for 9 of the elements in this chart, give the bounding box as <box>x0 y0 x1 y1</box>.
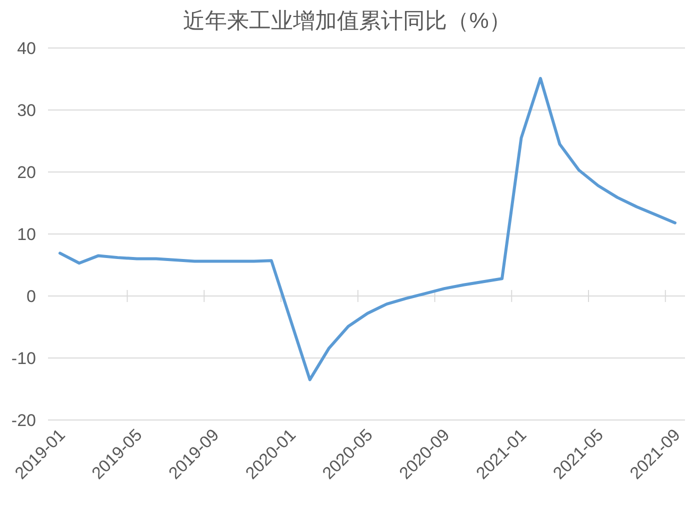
y-tick-label: 40 <box>17 39 36 58</box>
chart-title: 近年来工业增加值累计同比（%） <box>183 8 511 33</box>
y-tick-label: 10 <box>17 225 36 244</box>
y-tick-label: 0 <box>26 287 36 306</box>
y-tick-label: -20 <box>11 411 36 430</box>
line-series <box>58 76 676 382</box>
y-tick-label: -10 <box>11 349 36 368</box>
y-tick-label: 30 <box>17 101 36 120</box>
y-tick-label: 20 <box>17 163 36 182</box>
